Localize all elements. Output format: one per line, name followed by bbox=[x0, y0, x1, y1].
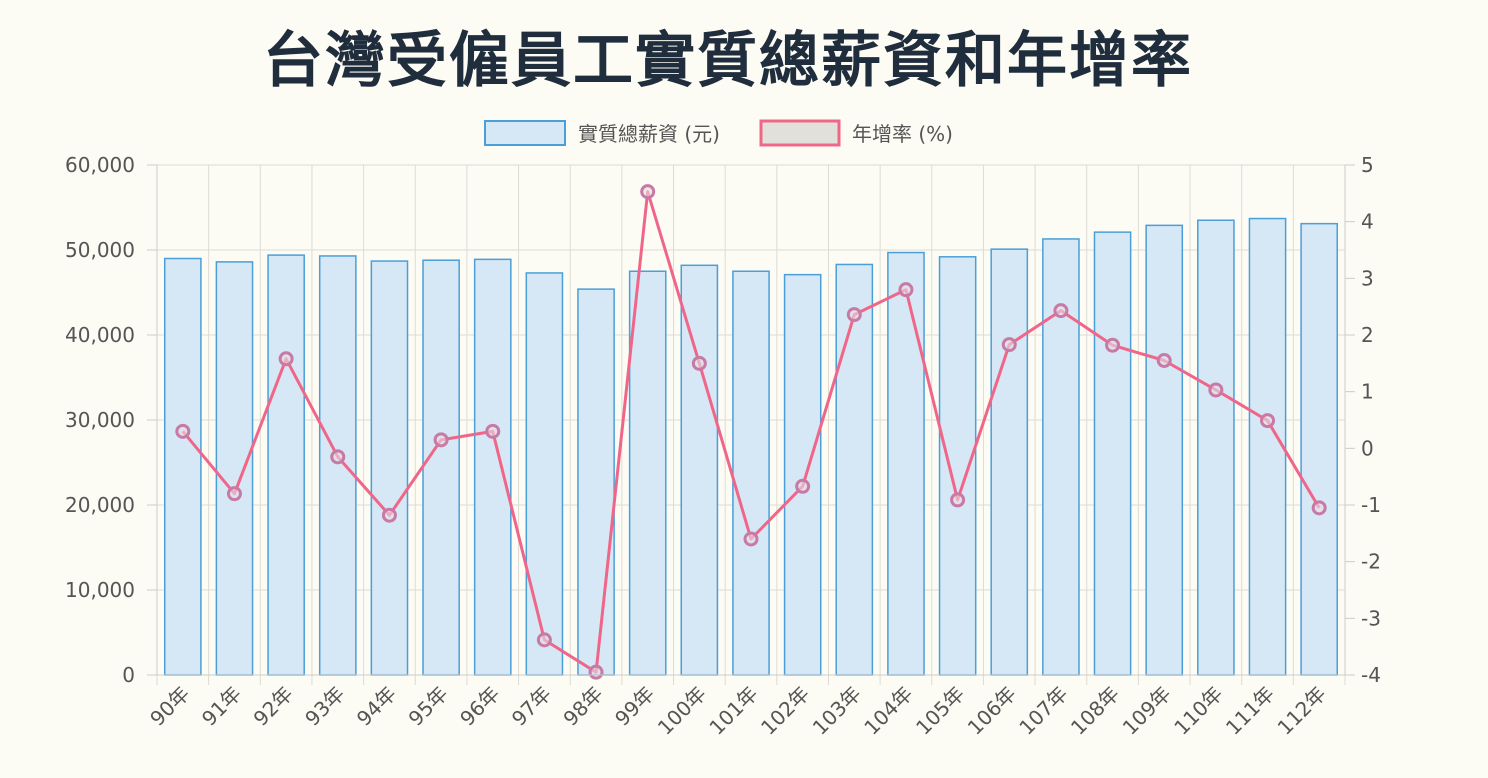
x-tick-label: 91年 bbox=[197, 682, 246, 731]
bar bbox=[783, 273, 822, 676]
data-point bbox=[433, 432, 449, 448]
bar bbox=[1145, 224, 1184, 676]
bar bbox=[525, 272, 564, 676]
legend: 實質總薪資 (元) 年增率 (%) bbox=[484, 119, 953, 147]
x-tick-label: 96年 bbox=[455, 682, 504, 731]
y-left-tick-label: 40,000 bbox=[65, 323, 135, 347]
bar bbox=[370, 260, 409, 676]
data-point bbox=[485, 423, 501, 439]
x-tick-label: 105年 bbox=[911, 682, 969, 740]
chart-title: 台灣受僱員工實質總薪資和年增率 bbox=[263, 26, 1193, 96]
y-right-tick-label: -1 bbox=[1361, 493, 1381, 517]
x-tick-label: 103年 bbox=[808, 682, 866, 740]
x-tick-label: 106年 bbox=[963, 682, 1021, 740]
y-right-tick-label: -3 bbox=[1361, 606, 1381, 630]
y-right-tick-label: 5 bbox=[1361, 153, 1374, 177]
y-left-tick-label: 0 bbox=[122, 663, 135, 687]
line-series bbox=[175, 184, 1327, 680]
x-tick-label: 99年 bbox=[610, 682, 659, 731]
x-tick-label: 92年 bbox=[249, 682, 298, 731]
bar bbox=[318, 255, 357, 676]
bar bbox=[1248, 217, 1287, 676]
x-tick-label: 100年 bbox=[653, 682, 711, 740]
data-point bbox=[795, 478, 811, 494]
data-point bbox=[330, 449, 346, 465]
bar bbox=[473, 258, 512, 676]
bar bbox=[628, 270, 667, 676]
data-point bbox=[691, 355, 707, 371]
legend-label-bar: 實質總薪資 (元) bbox=[578, 122, 720, 146]
data-point bbox=[898, 282, 914, 298]
y-right-tick-label: -2 bbox=[1361, 550, 1381, 574]
data-point bbox=[950, 492, 966, 508]
data-point bbox=[175, 423, 191, 439]
x-tick-label: 93年 bbox=[300, 682, 349, 731]
y-left-tick-label: 60,000 bbox=[65, 153, 135, 177]
bar bbox=[887, 251, 925, 676]
x-tick-label: 95年 bbox=[404, 682, 453, 731]
bar bbox=[680, 264, 719, 676]
data-point bbox=[846, 307, 862, 323]
x-tick-label: 112年 bbox=[1273, 682, 1331, 740]
x-tick-label: 102年 bbox=[756, 682, 814, 740]
y-right-tick-label: -4 bbox=[1361, 663, 1381, 687]
data-point bbox=[226, 486, 242, 502]
bar bbox=[1197, 219, 1235, 676]
legend-swatch-line bbox=[759, 119, 841, 147]
bar bbox=[1300, 222, 1339, 676]
data-point bbox=[1260, 413, 1276, 429]
x-tick-label: 108年 bbox=[1066, 682, 1124, 740]
legend-swatch-bar bbox=[484, 120, 566, 146]
bar bbox=[835, 263, 874, 676]
x-tick-label: 98年 bbox=[558, 682, 607, 731]
x-tick-label: 111年 bbox=[1221, 682, 1279, 740]
bar bbox=[990, 248, 1029, 676]
x-tick-label: 90年 bbox=[145, 682, 194, 731]
x-tick-label: 109年 bbox=[1118, 682, 1176, 740]
data-point bbox=[1001, 337, 1017, 353]
bar-series bbox=[163, 217, 1339, 676]
data-point bbox=[1311, 500, 1327, 516]
data-point bbox=[1105, 337, 1121, 353]
data-point bbox=[1053, 303, 1069, 319]
bar bbox=[215, 261, 254, 676]
data-point bbox=[640, 184, 656, 200]
y-right-tick-label: 4 bbox=[1361, 210, 1374, 234]
bar bbox=[1093, 231, 1132, 676]
bar bbox=[422, 259, 460, 676]
y-left-tick-label: 30,000 bbox=[65, 408, 135, 432]
data-point bbox=[536, 632, 552, 648]
data-point bbox=[381, 507, 397, 523]
x-tick-label: 94年 bbox=[352, 682, 401, 731]
x-tick-label: 107年 bbox=[1014, 682, 1072, 740]
x-tick-label: 110年 bbox=[1169, 682, 1227, 740]
bar bbox=[267, 254, 305, 676]
x-tick-label: 104年 bbox=[859, 682, 917, 740]
x-tick-label: 101年 bbox=[704, 682, 762, 740]
bar bbox=[577, 288, 615, 676]
y-right-tick-label: 3 bbox=[1361, 266, 1374, 290]
y-right-tick-label: 1 bbox=[1361, 380, 1374, 404]
y-left-tick-label: 10,000 bbox=[65, 578, 135, 602]
data-point bbox=[1156, 353, 1172, 368]
data-point bbox=[1208, 382, 1224, 398]
data-point bbox=[278, 351, 294, 367]
data-point bbox=[588, 664, 604, 680]
y-left-tick-label: 50,000 bbox=[65, 238, 135, 262]
bar bbox=[163, 257, 202, 676]
legend-label-line: 年增率 (%) bbox=[852, 122, 953, 146]
y-right-tick-label: 0 bbox=[1361, 436, 1374, 460]
x-tick-label: 97年 bbox=[507, 682, 556, 731]
bar bbox=[732, 270, 770, 676]
y-right-tick-label: 2 bbox=[1361, 323, 1374, 347]
data-point bbox=[743, 531, 759, 547]
y-left-tick-label: 20,000 bbox=[65, 493, 135, 517]
